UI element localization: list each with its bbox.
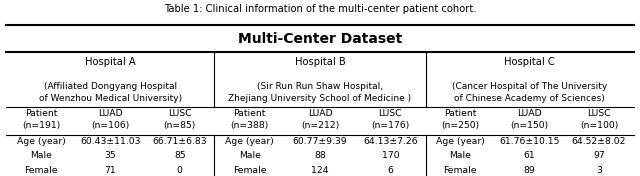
Text: Patient
(n=388): Patient (n=388) [230,109,269,130]
Text: Female: Female [24,166,58,175]
Text: 85: 85 [174,151,186,160]
Text: 35: 35 [104,151,116,160]
Text: Age (year): Age (year) [225,137,274,146]
Text: LUAD
(n=150): LUAD (n=150) [511,109,548,130]
Text: 97: 97 [593,151,605,160]
Text: LUAD
(n=106): LUAD (n=106) [92,109,129,130]
Text: LUAD
(n=212): LUAD (n=212) [301,109,339,130]
Text: 64.52±8.02: 64.52±8.02 [572,137,626,146]
Text: LUSC
(n=85): LUSC (n=85) [164,109,196,130]
Text: 0: 0 [177,166,182,175]
Text: Patient
(n=191): Patient (n=191) [22,109,60,130]
Text: 66.71±6.83: 66.71±6.83 [152,137,207,146]
Text: 60.43±11.03: 60.43±11.03 [80,137,141,146]
Text: (Cancer Hospital of The University
of Chinese Academy of Sciences): (Cancer Hospital of The University of Ch… [452,82,607,103]
Text: 61.76±10.15: 61.76±10.15 [499,137,560,146]
Text: (Affiliated Dongyang Hospital
of Wenzhou Medical University): (Affiliated Dongyang Hospital of Wenzhou… [39,82,182,103]
Text: LUSC
(n=176): LUSC (n=176) [371,109,410,130]
Text: Hospital A: Hospital A [85,58,136,67]
Text: 6: 6 [387,166,394,175]
Text: 60.77±9.39: 60.77±9.39 [292,137,348,146]
Text: Female: Female [233,166,266,175]
Text: Patient
(n=250): Patient (n=250) [441,109,479,130]
Text: 3: 3 [596,166,602,175]
Text: Male: Male [449,151,471,160]
Text: Male: Male [30,151,52,160]
Text: (Sir Run Run Shaw Hospital,
Zhejiang University School of Medicine ): (Sir Run Run Shaw Hospital, Zhejiang Uni… [228,82,412,103]
Text: 88: 88 [314,151,326,160]
Text: Female: Female [444,166,477,175]
Text: 89: 89 [524,166,536,175]
Text: Age (year): Age (year) [436,137,484,146]
Text: Hospital C: Hospital C [504,58,555,67]
Text: Multi-Center Dataset: Multi-Center Dataset [238,32,402,46]
Text: Table 1: Clinical information of the multi-center patient cohort.: Table 1: Clinical information of the mul… [164,4,476,14]
Text: 64.13±7.26: 64.13±7.26 [363,137,418,146]
Text: 170: 170 [381,151,399,160]
Text: Hospital B: Hospital B [294,58,346,67]
Text: 71: 71 [104,166,116,175]
Text: Male: Male [239,151,260,160]
Text: Age (year): Age (year) [17,137,65,146]
Text: 124: 124 [311,166,329,175]
Text: 61: 61 [524,151,536,160]
Text: LUSC
(n=100): LUSC (n=100) [580,109,618,130]
